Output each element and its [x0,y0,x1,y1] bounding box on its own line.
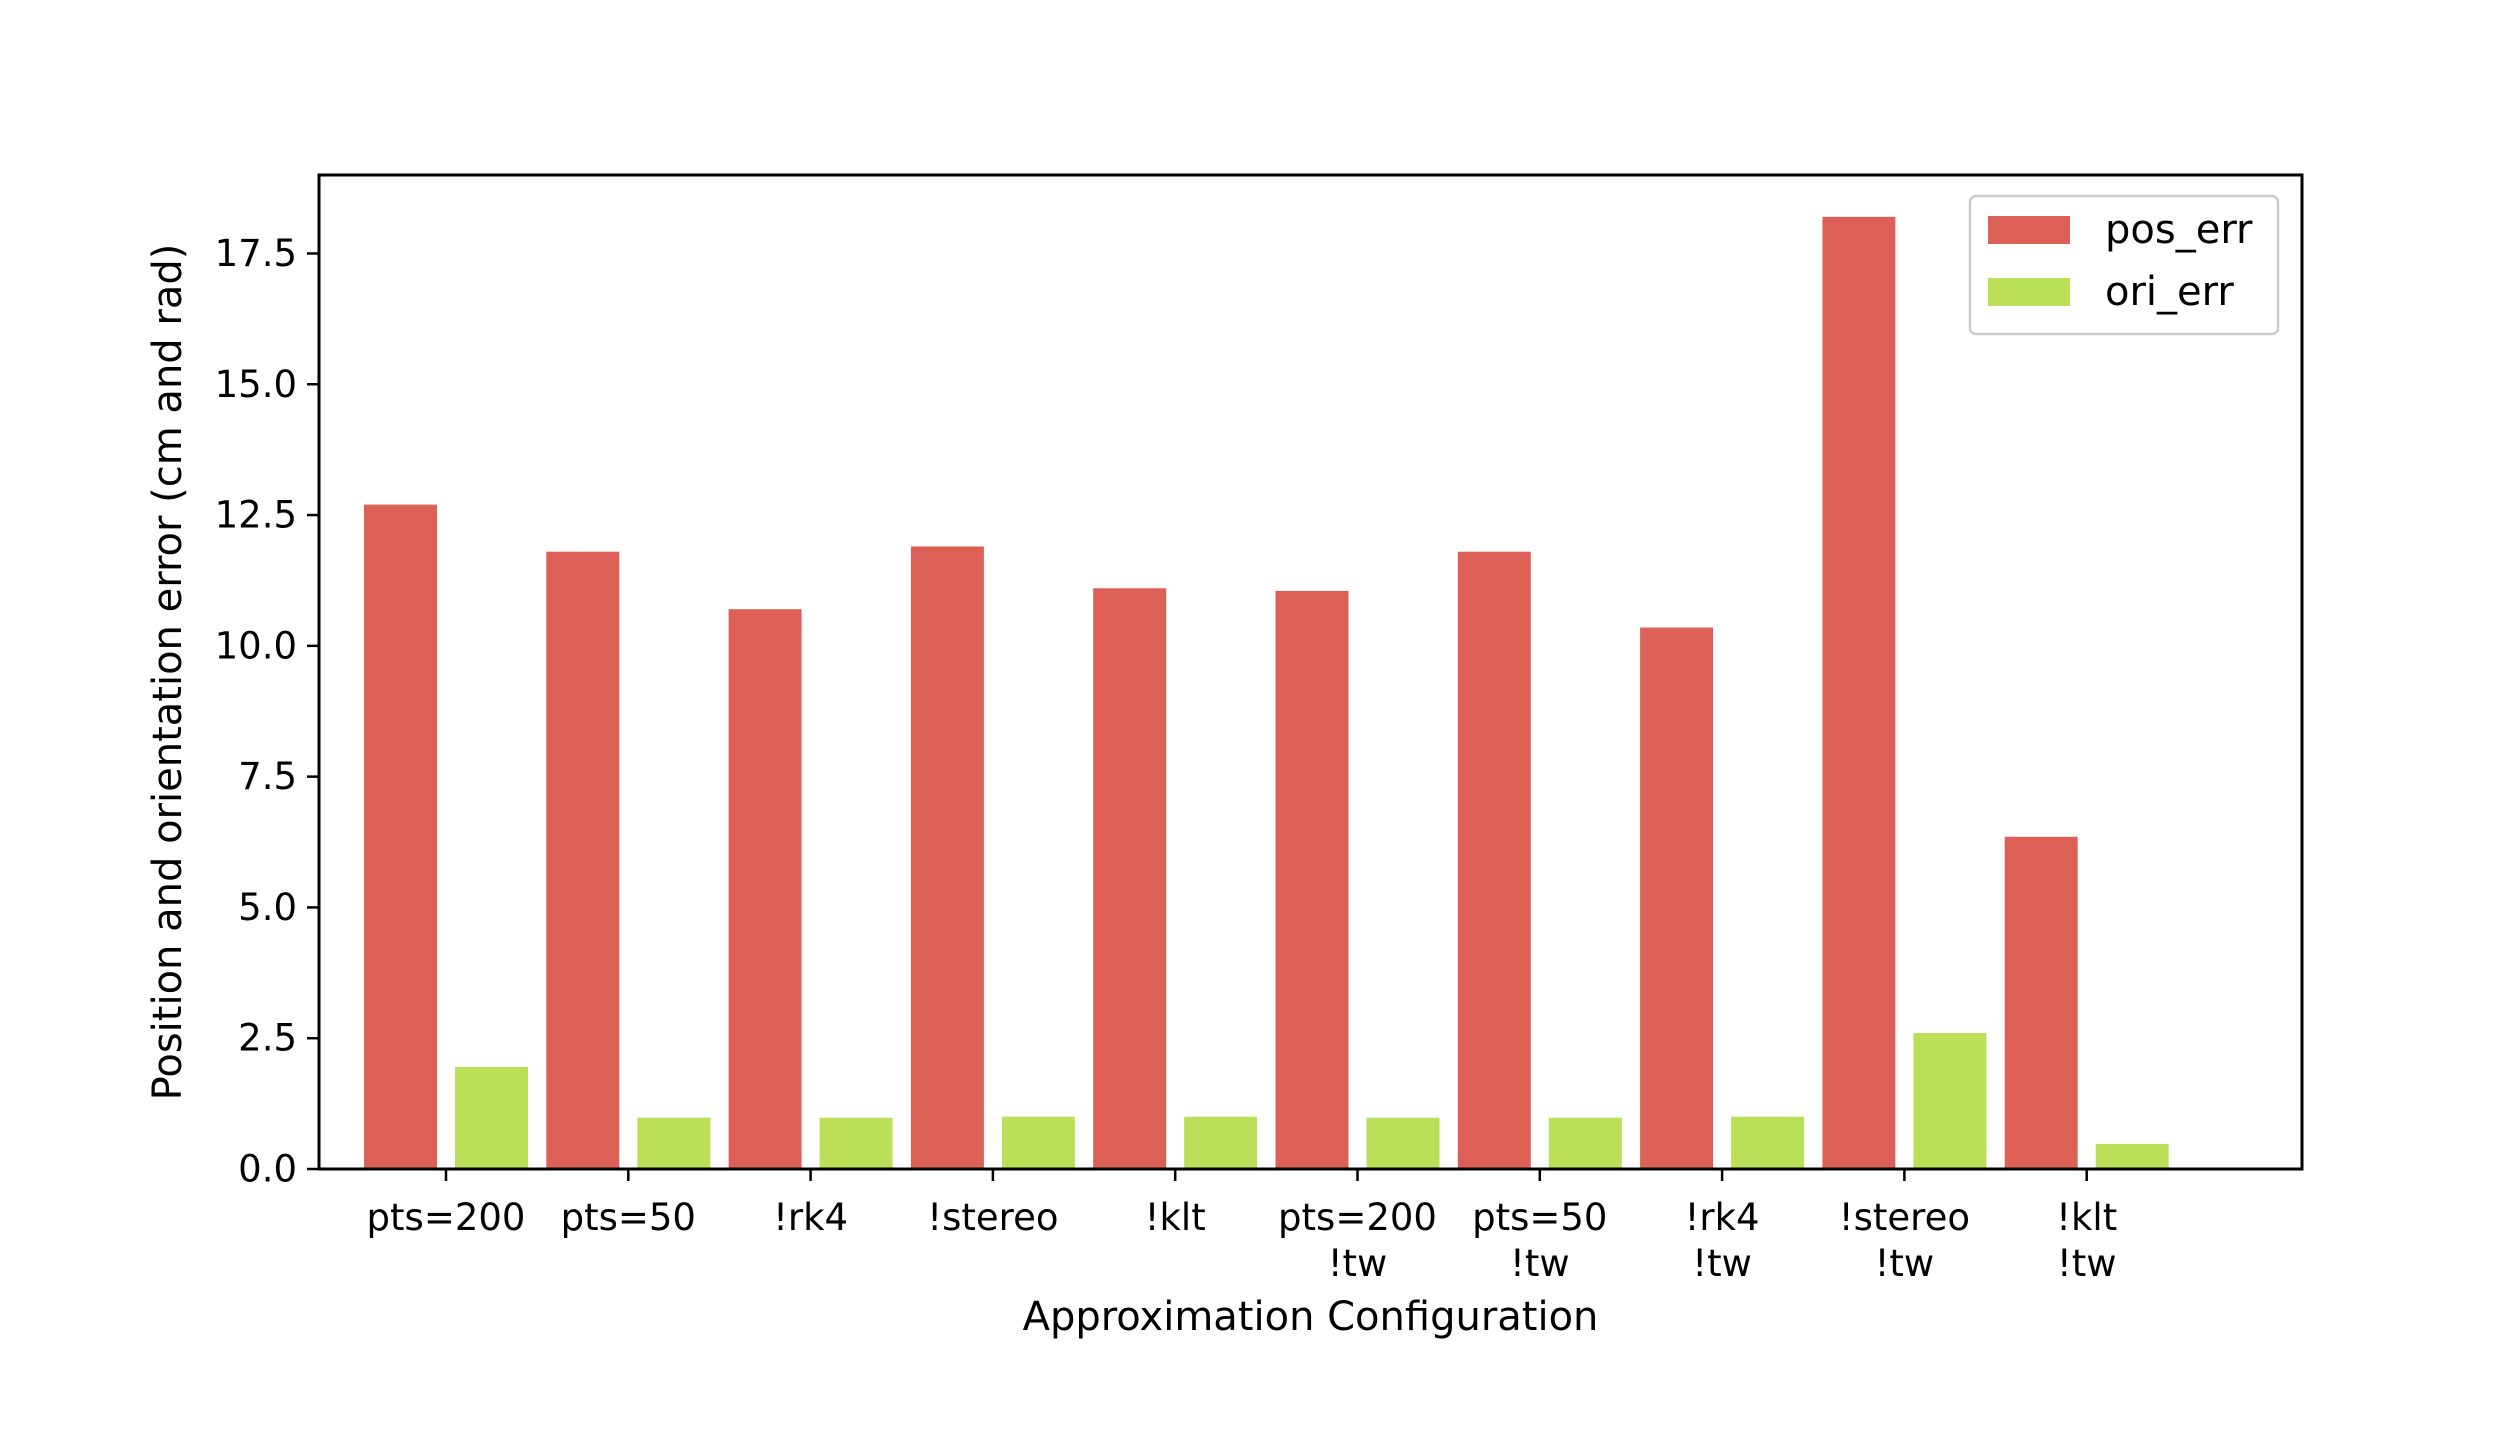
y-tick-label-1: 0.0 [238,1148,297,1191]
x-tick-label-10: !klt !tw [2056,1196,2117,1285]
bar-pos-err-10 [2004,836,2078,1169]
bar-ori-err-10 [2095,1143,2169,1169]
bar-pos-err-6 [1275,590,1349,1169]
x-tick-label-5: !klt [1145,1196,1206,1239]
y-tick-label-2: 2.5 [238,1017,297,1060]
x-axis-label: Approximation Configuration [1023,1294,1599,1340]
x-tick-label-9: !stereo !tw [1839,1196,1970,1285]
bar-pos-err-3 [728,609,802,1169]
x-tick-label-2: pts=50 [561,1196,696,1239]
bar-ori-err-3 [819,1117,893,1169]
y-tick-label-6: 12.5 [215,494,297,537]
x-tick-label-6: pts=200 !tw [1278,1196,1437,1285]
x-axis-ticks: pts=200 pts=50 !rk4 !stereo !klt pts=200 !tw pt… [367,1169,2117,1285]
legend-swatch-pos-err [1988,216,2070,244]
y-axis-ticks: 0.0 2.5 5.0 7.5 10.0 12.5 15.0 17.5 [215,232,319,1191]
bar-pos-err-4 [910,546,984,1169]
x-tick-label-7: pts=50 !tw [1472,1196,1607,1285]
bar-pos-err-8 [1640,627,1714,1169]
plot-frame [317,173,2304,1171]
x-tick-label-4: !stereo [927,1196,1058,1239]
bar-ori-err-4 [1001,1116,1075,1169]
y-tick-label-4: 7.5 [238,755,297,798]
bar-pos-err-7 [1457,551,1531,1169]
legend: pos_err ori_err [1968,194,2280,336]
legend-swatch-ori-err [1988,278,2070,306]
bars-layer [364,216,2169,1169]
bar-pos-err-9 [1822,216,1896,1169]
y-tick-label-7: 15.0 [215,363,297,406]
bar-pos-err-1 [364,504,437,1169]
bar-ori-err-1 [455,1066,528,1169]
legend-label-pos-err: pos_err [2105,207,2253,253]
y-tick-label-8: 17.5 [215,232,297,275]
x-tick-label-1: pts=200 [367,1196,526,1239]
bar-ori-err-6 [1366,1117,1440,1169]
legend-label-ori-err: ori_err [2105,269,2234,315]
bar-ori-err-2 [637,1117,711,1169]
x-tick-label-3: !rk4 [773,1196,848,1239]
y-tick-label-3: 5.0 [238,886,297,929]
bar-pos-err-2 [546,551,620,1169]
bar-ori-err-7 [1548,1117,1622,1169]
y-tick-label-5: 10.0 [215,624,297,667]
bar-pos-err-5 [1093,588,1167,1169]
bar-ori-err-5 [1184,1116,1258,1169]
bar-ori-err-8 [1731,1116,1805,1169]
bar-ori-err-9 [1913,1032,1987,1169]
y-axis-label: Position and orientation error (cm and r… [145,244,191,1101]
x-tick-label-8: !rk4 !tw [1685,1196,1760,1285]
